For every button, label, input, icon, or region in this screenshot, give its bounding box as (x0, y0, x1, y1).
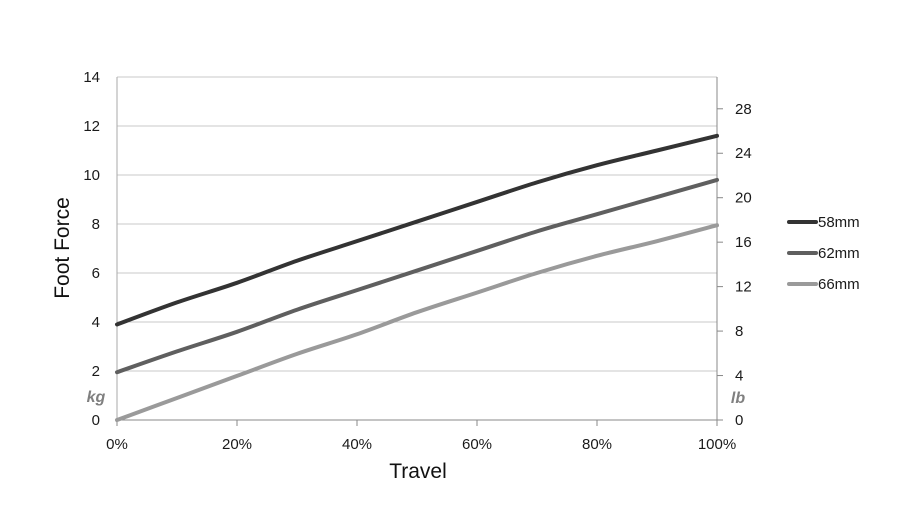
gridlines (117, 76, 717, 372)
y-tick-right-16: 16 (735, 234, 752, 251)
y-tick-right-4: 4 (735, 368, 743, 385)
series-line-58mm (115, 133, 719, 327)
y-tick-right-8: 8 (735, 323, 743, 340)
y-tick-left-12: 12 (83, 118, 100, 135)
x-tick-2: 40% (342, 436, 372, 453)
y-tick-left-10: 10 (83, 167, 100, 184)
y-tick-left-4: 4 (92, 314, 100, 331)
y-tick-right-12: 12 (735, 279, 752, 296)
series-line-62mm (115, 177, 719, 375)
y-tick-right-0: 0 (735, 412, 743, 429)
y-axis-left: 0 2 4 6 8 10 12 14 (83, 69, 100, 429)
x-tick-1: 20% (222, 436, 252, 453)
series-line-66mm (115, 223, 719, 422)
y-unit-right: lb (731, 390, 745, 407)
x-tick-0: 0% (106, 436, 128, 453)
legend-label-58mm: 58mm (818, 214, 860, 231)
x-axis: 0% 20% 40% 60% 80% 100% (106, 420, 736, 453)
x-axis-title: Travel (389, 460, 447, 483)
y-tick-left-2: 2 (92, 363, 100, 380)
y-tick-right-20: 20 (735, 190, 752, 207)
y-tick-right-28: 28 (735, 101, 752, 118)
series-lines (115, 133, 719, 422)
legend-item-66mm: 66mm (787, 276, 860, 293)
y-tick-left-14: 14 (83, 69, 100, 86)
x-tick-4: 80% (582, 436, 612, 453)
legend-label-62mm: 62mm (818, 245, 860, 262)
y-unit-left: kg (87, 389, 106, 406)
x-tick-5: 100% (698, 436, 736, 453)
y-axis-right: 0 4 8 12 16 20 24 28 (717, 101, 752, 429)
y-tick-left-0: 0 (92, 412, 100, 429)
y-tick-right-24: 24 (735, 145, 752, 162)
legend-item-58mm: 58mm (787, 214, 860, 231)
x-tick-3: 60% (462, 436, 492, 453)
legend-item-62mm: 62mm (787, 245, 860, 262)
legend: 58mm 62mm 66mm (787, 214, 860, 293)
legend-label-66mm: 66mm (818, 276, 860, 293)
y-tick-left-6: 6 (92, 265, 100, 282)
y-axis-title: Foot Force (51, 197, 74, 299)
y-tick-left-8: 8 (92, 216, 100, 233)
